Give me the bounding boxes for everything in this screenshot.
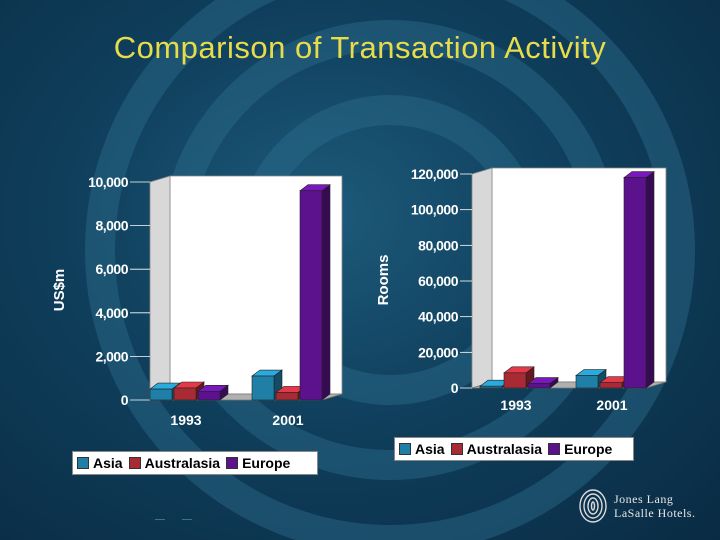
legend-label: Australasia [466,441,543,457]
legend-label: Europe [242,455,291,471]
chart-1-bar-europe-1993 [197,390,221,401]
chart-2-bar-australasia-1993 [503,372,527,389]
chart-1-tick-label: 10,000 [88,174,129,190]
chart-1-bar-australasia-1993 [173,387,197,401]
chart-1-bar-australasia-2001 [275,392,299,401]
legend-label: Europe [564,441,613,457]
chart-2-tick-label: 0 [451,380,459,396]
chart-2-y-axis-label: Rooms [375,255,392,306]
chart-1-tick-label: 4,000 [95,305,128,321]
legend-swatch [548,443,561,455]
chart-2-tick-label: 100,000 [411,202,459,218]
chart-1-bar-side [321,184,331,401]
legend-item: Asia [399,441,445,457]
chart-2-tick-label: 120,000 [411,166,459,182]
chart-1-tick-label: 6,000 [95,261,128,277]
chart-2-tick-label: 20,000 [418,344,459,360]
company-logo: Jones Lang LaSalle Hotels. [578,488,695,524]
chart-2-legend: Asia Australasia Europe [394,437,634,461]
slide-title: Comparison of Transaction Activity [113,30,607,65]
chart-2-bar-australasia-2001 [599,382,623,389]
chart-2-bar-side [645,170,655,389]
logo-mark-icon [579,489,607,523]
legend-item: Australasia [450,441,543,457]
chart-1-tick-label: 0 [121,392,129,408]
decorative-dash [155,519,165,520]
logo-line-2: LaSalle Hotels. [614,506,696,520]
chart-2-bar-asia-1993 [479,385,503,389]
chart-2-category-label: 1993 [500,397,531,413]
legend-swatch [399,443,411,455]
chart-2-bar-asia-2001 [575,375,599,389]
logo-line-1: Jones Lang [614,492,674,506]
legend-swatch [77,457,89,469]
legend-swatch [226,457,239,469]
chart-1-y-axis-label: US$m [51,269,68,312]
chart-1-tick-label: 8,000 [95,218,128,234]
legend-label: Australasia [144,455,221,471]
legend-item: Australasia [128,455,221,471]
legend-swatch [450,443,463,455]
chart-2-tick-label: 80,000 [418,237,459,253]
chart-1-category-label: 2001 [272,412,303,428]
chart-1-bar-europe-2001 [299,190,323,401]
chart-2-tick-label: 40,000 [418,309,459,325]
chart-2-category-label: 2001 [596,397,627,413]
legend-label: Asia [415,441,445,457]
legend-item: Europe [548,441,612,457]
legend-label: Asia [93,455,123,471]
chart-2-bar-europe-2001 [623,177,647,389]
decorative-dash [182,519,192,520]
legend-swatch [128,457,141,469]
chart-2-side-wall [471,167,493,389]
chart-1-category-label: 1993 [170,412,201,428]
chart-1-bar-asia-1993 [149,388,173,401]
chart-2-bar-europe-1993 [527,383,551,389]
chart-1-tick-label: 2,000 [95,348,128,364]
chart-2-tick-label: 60,000 [418,273,459,289]
chart-1-legend: Asia Australasia Europe [72,451,318,475]
chart-1-bar-asia-2001 [251,375,275,401]
chart-1-side-wall [149,175,171,401]
legend-item: Asia [77,455,123,471]
legend-item: Europe [226,455,290,471]
